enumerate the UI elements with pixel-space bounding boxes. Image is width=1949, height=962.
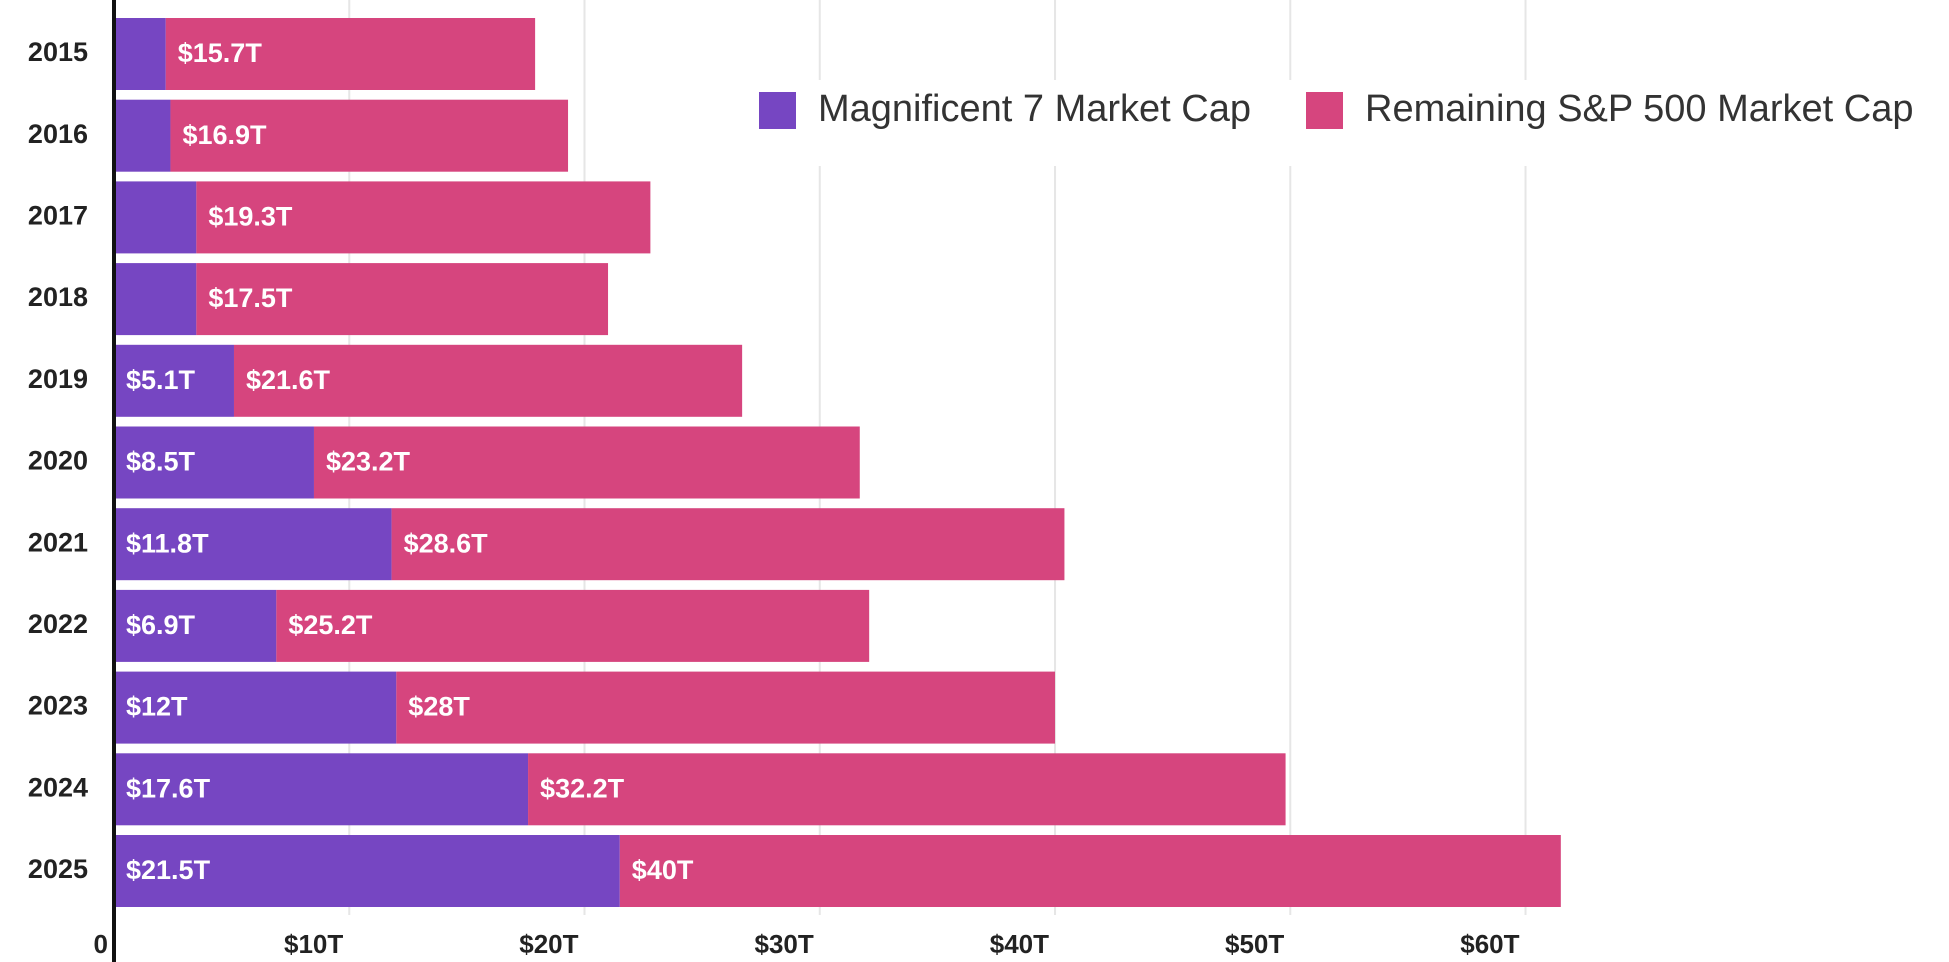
value-label: $23.2T xyxy=(326,447,411,477)
x-tick-label: $10T xyxy=(284,929,343,959)
bar-segment xyxy=(233,344,743,417)
value-label: $19.3T xyxy=(208,202,293,232)
bar-segment xyxy=(196,181,651,254)
y-tick-label: 2016 xyxy=(28,119,88,149)
bar-segment xyxy=(276,589,870,662)
bar-segment xyxy=(114,426,314,499)
bar-segment xyxy=(313,426,860,499)
value-label: $5.1T xyxy=(126,365,196,395)
y-tick-label: 2020 xyxy=(28,446,88,476)
y-tick-label: 2023 xyxy=(28,691,88,721)
bar-segment xyxy=(114,263,197,336)
x-tick-label: $40T xyxy=(990,929,1049,959)
value-label: $6.9T xyxy=(126,610,196,640)
y-tick-label: 2018 xyxy=(28,282,88,312)
y-tick-label: 2019 xyxy=(28,364,88,394)
bar-segment xyxy=(114,753,529,826)
value-label: $17.5T xyxy=(208,283,293,313)
legend-label: Remaining S&P 500 Market Cap xyxy=(1365,88,1913,130)
bar-segment xyxy=(114,671,397,744)
bar-segment xyxy=(114,344,234,417)
y-tick-label: 2024 xyxy=(28,772,88,802)
x-tick-label: 0 xyxy=(94,929,108,959)
value-label: $21.5T xyxy=(126,855,211,885)
legend-background xyxy=(740,80,1949,166)
y-tick-label: 2017 xyxy=(28,201,88,231)
bar-segment xyxy=(114,589,277,662)
value-label: $28T xyxy=(408,692,470,722)
bar-segment xyxy=(114,181,197,254)
value-label: $25.2T xyxy=(288,610,373,640)
value-label: $21.6T xyxy=(246,365,331,395)
bar-segment xyxy=(114,99,171,172)
legend-label: Magnificent 7 Market Cap xyxy=(818,88,1251,130)
bar-segment xyxy=(196,263,609,336)
value-label: $17.6T xyxy=(126,773,211,803)
value-label: $8.5T xyxy=(126,447,196,477)
bar-segment xyxy=(114,835,620,907)
bar-segment xyxy=(391,508,1065,581)
y-tick-label: 2025 xyxy=(28,854,88,884)
bar-segment xyxy=(170,99,569,172)
bar-segment xyxy=(396,671,1056,744)
x-tick-label: $50T xyxy=(1225,929,1284,959)
value-label: $16.9T xyxy=(182,120,267,150)
legend-swatch xyxy=(759,92,796,129)
bar-segment xyxy=(114,18,166,90)
bar-segment xyxy=(619,835,1561,907)
x-tick-label: $20T xyxy=(519,929,578,959)
value-label: $28.6T xyxy=(404,528,489,558)
value-label: $15.7T xyxy=(178,38,263,68)
x-tick-label: $30T xyxy=(755,929,814,959)
bar-segment xyxy=(528,753,1286,826)
y-tick-label: 2015 xyxy=(28,37,88,67)
bar-segment xyxy=(114,508,392,581)
value-label: $11.8T xyxy=(126,528,209,558)
y-tick-label: 2022 xyxy=(28,609,88,639)
legend: Magnificent 7 Market Cap Remaining S&P 50… xyxy=(740,80,1949,166)
value-label: $32.2T xyxy=(540,773,625,803)
value-label: $40T xyxy=(632,855,694,885)
value-label: $12T xyxy=(126,692,188,722)
y-tick-label: 2021 xyxy=(28,527,88,557)
x-tick-label: $60T xyxy=(1460,929,1519,959)
bar-segment xyxy=(165,18,536,90)
legend-swatch xyxy=(1306,92,1343,129)
